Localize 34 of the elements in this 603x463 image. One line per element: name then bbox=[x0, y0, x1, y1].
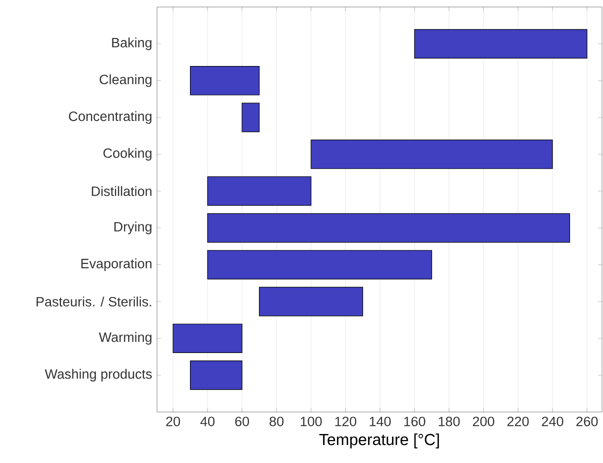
y-tick-label: Cleaning bbox=[100, 74, 152, 87]
x-axis-title: Temperature [°C] bbox=[319, 433, 439, 448]
x-tick-label: 40 bbox=[200, 416, 215, 426]
bar bbox=[414, 29, 588, 58]
bar bbox=[242, 102, 260, 132]
x-tick-label: 260 bbox=[576, 416, 598, 426]
y-tick-label: Warming bbox=[98, 332, 152, 345]
x-tick-label: 100 bbox=[300, 416, 322, 426]
y-tick-label: Cooking bbox=[103, 148, 152, 161]
bar bbox=[172, 324, 242, 354]
y-tick-label: Distillation bbox=[92, 186, 152, 196]
y-tick-label: Pasteuris. / Sterilis. bbox=[36, 296, 152, 306]
bar bbox=[258, 286, 364, 316]
x-tick-label: 220 bbox=[507, 416, 529, 426]
x-tick-label: 80 bbox=[270, 416, 284, 426]
y-tick-label: Washing products bbox=[44, 368, 152, 382]
bar bbox=[207, 213, 570, 243]
x-tick-label: 60 bbox=[235, 416, 250, 426]
y-tick-label: Evaporation bbox=[81, 258, 152, 272]
x-tick-label: 20 bbox=[166, 416, 180, 426]
y-tick-label: Baking bbox=[112, 38, 152, 50]
y-tick-label: Drying bbox=[114, 222, 152, 234]
bar bbox=[207, 176, 312, 206]
x-tick-label: 120 bbox=[335, 416, 356, 426]
bar bbox=[310, 140, 553, 169]
x-tick-label: 160 bbox=[404, 416, 426, 426]
x-tick-label: 180 bbox=[438, 416, 460, 426]
bar bbox=[190, 66, 260, 96]
y-tick-label: Concentrating bbox=[68, 111, 152, 124]
bar bbox=[207, 250, 432, 280]
x-tick-label: 200 bbox=[472, 416, 494, 426]
x-tick-label: 240 bbox=[542, 416, 564, 426]
bar bbox=[190, 360, 242, 390]
x-tick-label: 140 bbox=[370, 416, 391, 426]
